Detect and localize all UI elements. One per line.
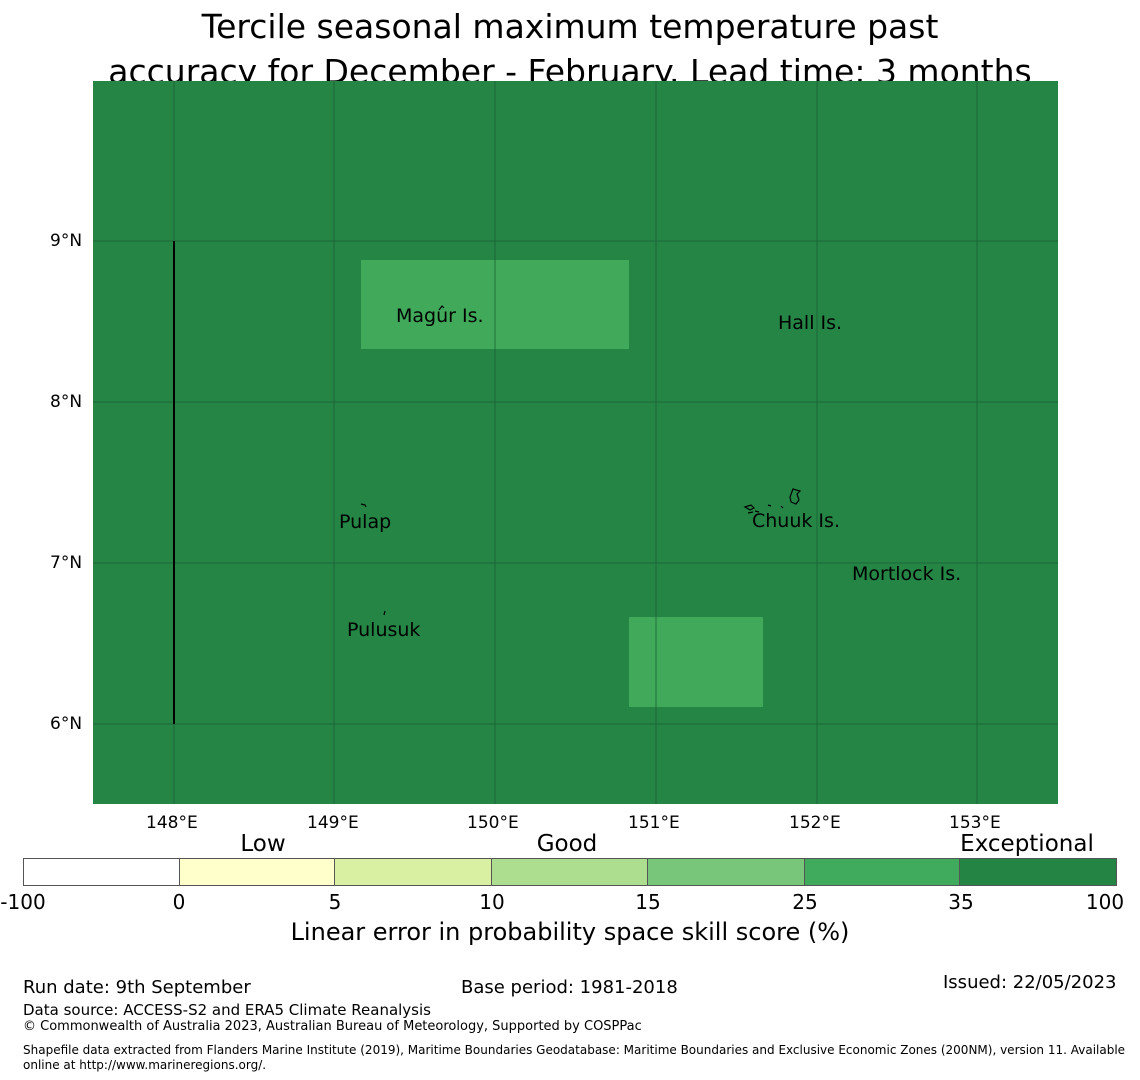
colorbar-tick: 25 (792, 890, 818, 914)
colorbar-segment (492, 859, 648, 885)
place-hall: Hall Is. (778, 312, 843, 334)
map-area (93, 81, 1058, 804)
colorbar-tick: 5 (328, 890, 342, 914)
map-title: Tercile seasonal maximum temperature pas… (0, 4, 1140, 94)
place-pulusuk: Pulusuk (347, 619, 421, 641)
colorbar (23, 858, 1117, 886)
colorbar-segment (24, 859, 180, 885)
lon-label-150e: 150°E (467, 813, 519, 833)
lon-label-151e: 151°E (628, 813, 680, 833)
pulap-island (360, 503, 367, 508)
copyright: © Commonwealth of Australia 2023, Austra… (23, 1019, 642, 1034)
base-period: Base period: 1981-2018 (461, 977, 678, 998)
pulusuk-island (383, 610, 386, 616)
lat-label-8n: 8°N (50, 392, 83, 412)
shapefile-credit-line-2: online at http://www.marineregions.org/. (23, 1058, 267, 1072)
legend-category-good: Good (536, 831, 598, 857)
shapefile-credit-line-1: Shapefile data extracted from Flanders M… (23, 1043, 1126, 1057)
chuuk-lagoon (789, 488, 802, 505)
place-chuuk: Chuuk Is. (752, 510, 840, 532)
island-outlines (360, 305, 802, 616)
lon-label-149e: 149°E (307, 813, 359, 833)
title-line-1: Tercile seasonal maximum temperature pas… (201, 7, 939, 46)
data-source: Data source: ACCESS-S2 and ERA5 Climate … (23, 1001, 431, 1019)
lon-label-152e: 152°E (789, 813, 841, 833)
colorbar-tick: -100 (0, 890, 46, 914)
colorbar-segment (960, 859, 1117, 885)
legend-category-exceptional: Exceptional (960, 831, 1094, 857)
colorbar-segment (179, 859, 336, 885)
legend-category-low: Low (240, 831, 286, 857)
skill-patch-south (629, 617, 763, 707)
colorbar-segment (647, 859, 805, 885)
colorbar-tick: 15 (635, 890, 661, 914)
lon-label-148e: 148°E (146, 813, 198, 833)
chuuk-islets (743, 504, 784, 514)
lat-label-9n: 9°N (50, 231, 83, 251)
colorbar-tick: 35 (948, 890, 974, 914)
lat-label-6n: 6°N (50, 714, 83, 734)
colorbar-segment (335, 859, 493, 885)
colorbar-tick: 10 (479, 890, 505, 914)
gridlines (93, 81, 1058, 804)
lon-label-153e: 153°E (949, 813, 1001, 833)
map-background (93, 81, 1058, 804)
shapefile-credit: Shapefile data extracted from Flanders M… (23, 1043, 1133, 1073)
colorbar-tick: 0 (172, 890, 186, 914)
colorbar-label: Linear error in probability space skill … (290, 918, 850, 946)
place-pulap: Pulap (339, 511, 392, 533)
place-magur: Magur Is. (396, 305, 484, 327)
magur-island (438, 305, 445, 311)
issued-date: Issued: 22/05/2023 (943, 972, 1117, 993)
place-mortlock: Mortlock Is. (852, 563, 962, 585)
colorbar-tick: 100 (1085, 890, 1125, 914)
colorbar-segment (804, 859, 961, 885)
lat-label-7n: 7°N (50, 553, 83, 573)
run-date: Run date: 9th September (23, 977, 251, 998)
